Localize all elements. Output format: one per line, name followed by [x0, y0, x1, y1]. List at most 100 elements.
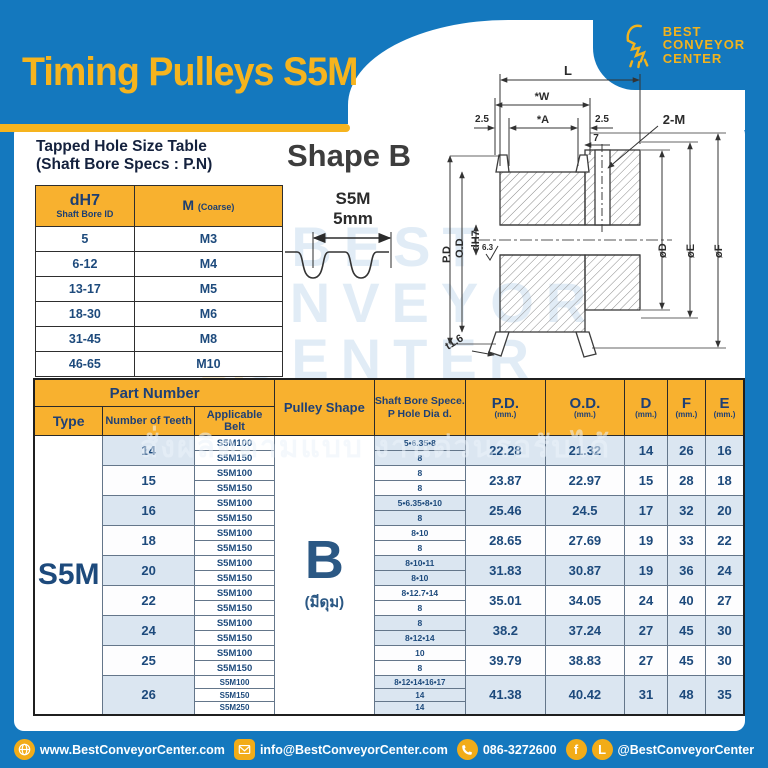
- teeth-header: Number of Teeth: [102, 406, 195, 436]
- bore-cell: 8: [373, 450, 467, 466]
- od-cell: 38.83: [544, 645, 626, 676]
- belt-cell: S5M100: [193, 435, 276, 451]
- pulley-shape-header: Pulley Shape: [274, 378, 375, 436]
- pulley-shape-cell: B (มีดุม): [274, 435, 375, 715]
- od-cell: 30.87: [544, 555, 626, 586]
- bore-cell: 8•12•14•16•17: [373, 675, 467, 689]
- od-cell: 22.97: [544, 465, 626, 496]
- belt-cell: S5M150: [193, 570, 276, 586]
- od-cell: 40.42: [544, 675, 626, 715]
- e-cell: 24: [705, 555, 745, 586]
- belt-cell: S5M100: [193, 585, 276, 601]
- belt-cell: S5M250: [193, 701, 276, 715]
- teeth-cell: 14: [102, 435, 195, 466]
- svg-text:dH7: dH7: [470, 230, 482, 251]
- e-cell: 20: [705, 495, 745, 526]
- d-header: D (mm.): [624, 378, 668, 436]
- od-cell: 27.69: [544, 525, 626, 556]
- pulley-technical-drawing: L *W *A 2.5 2.5 7 2-M P.D O.D dH7 6.3 øD…: [441, 63, 726, 358]
- facebook-icon[interactable]: f: [565, 739, 587, 760]
- belt-cell: S5M150: [193, 540, 276, 556]
- bore-cell: 8: [373, 510, 467, 526]
- teeth-cell: 22: [102, 585, 195, 616]
- svg-text:6.3: 6.3: [482, 243, 494, 252]
- belt-cell: S5M150: [193, 510, 276, 526]
- type-header: Type: [33, 406, 104, 436]
- main-table-body: S5M 14 S5M100 B (มีดุม) 5•6.35•8 22.28 21.32 14 2…: [33, 435, 745, 715]
- svg-text:7: 7: [593, 133, 599, 144]
- tapped-row: 13-17 M5: [35, 276, 284, 302]
- website-link[interactable]: www.BestConveyorCenter.com: [13, 739, 225, 760]
- d-cell: 17: [624, 495, 668, 526]
- f-cell: 26: [666, 435, 707, 466]
- tapped-hole-table: dH7 Shaft Bore ID M (Coarse) 5 M3 6-12 M4 13…: [35, 185, 284, 377]
- bore-cell: 8: [373, 660, 467, 676]
- bore-cell: 5•6.35•8: [373, 435, 467, 451]
- bore-cell: 8•10: [373, 525, 467, 541]
- f-cell: 48: [666, 675, 707, 715]
- teeth-cell: 25: [102, 645, 195, 676]
- bore-cell: 8•10: [373, 570, 467, 586]
- e-cell: 27: [705, 585, 745, 616]
- svg-text:øF: øF: [713, 244, 725, 258]
- d-cell: 27: [624, 615, 668, 646]
- tapped-col2-header: M (Coarse): [133, 185, 284, 227]
- e-cell: 30: [705, 615, 745, 646]
- d-cell: 19: [624, 555, 668, 586]
- brand-logo-text: BEST CONVEYOR CENTER: [662, 24, 746, 66]
- belt-cell: S5M100: [193, 555, 276, 571]
- pd-cell: 25.46: [465, 495, 546, 526]
- svg-text:*W: *W: [535, 91, 550, 103]
- f-header: F (mm.): [666, 378, 707, 436]
- svg-text:øD: øD: [657, 243, 669, 258]
- od-cell: 24.5: [544, 495, 626, 526]
- f-cell: 36: [666, 555, 707, 586]
- bore-cell: 8•12•14: [373, 630, 467, 646]
- e-cell: 35: [705, 675, 745, 715]
- pd-header: P.D. (mm.): [465, 378, 546, 436]
- phone-number[interactable]: 086-3272600: [456, 739, 557, 760]
- svg-text:øE: øE: [685, 244, 697, 258]
- f-cell: 32: [666, 495, 707, 526]
- f-cell: 45: [666, 615, 707, 646]
- svg-text:2.5: 2.5: [475, 114, 489, 125]
- d-cell: 31: [624, 675, 668, 715]
- line-icon[interactable]: L: [591, 739, 613, 760]
- bore-cell: 14: [373, 701, 467, 715]
- bore-cell: 10: [373, 645, 467, 661]
- e-cell: 16: [705, 435, 745, 466]
- gold-underline: [0, 124, 350, 132]
- belt-profile-drawing: S5M 5mm: [285, 189, 392, 279]
- svg-text:5mm: 5mm: [333, 209, 373, 228]
- svg-text:2.5: 2.5: [595, 114, 609, 125]
- svg-text:O.D: O.D: [454, 238, 466, 258]
- page-title: Timing Pulleys S5M: [22, 50, 358, 94]
- d-cell: 24: [624, 585, 668, 616]
- e-cell: 18: [705, 465, 745, 496]
- d-cell: 27: [624, 645, 668, 676]
- pd-cell: 38.2: [465, 615, 546, 646]
- email-link[interactable]: info@BestConveyorCenter.com: [233, 739, 448, 760]
- social-links[interactable]: f L @BestConveyorCenter: [565, 739, 754, 760]
- pd-cell: 22.28: [465, 435, 546, 466]
- teeth-cell: 16: [102, 495, 195, 526]
- tapped-row: 5 M3: [35, 226, 284, 252]
- teeth-cell: 20: [102, 555, 195, 586]
- tapped-row: 46-65 M10: [35, 351, 284, 377]
- e-header: E (mm.): [705, 378, 745, 436]
- svg-text:2-M: 2-M: [663, 112, 685, 127]
- belt-cell: S5M150: [193, 688, 276, 702]
- tapped-row: 6-12 M4: [35, 251, 284, 277]
- brand-logo: BEST CONVEYOR CENTER: [593, 0, 768, 90]
- tapped-row: 18-30 M6: [35, 301, 284, 327]
- belt-cell: S5M100: [193, 495, 276, 511]
- belt-cell: S5M150: [193, 450, 276, 466]
- svg-text:S5M: S5M: [336, 189, 371, 208]
- footer-bar: www.BestConveyorCenter.com info@BestConv…: [0, 731, 768, 768]
- shape-letter: B: [304, 529, 344, 590]
- svg-text:L: L: [564, 63, 572, 78]
- bore-cell: 8•12.7•14: [373, 585, 467, 601]
- d-cell: 19: [624, 525, 668, 556]
- globe-icon: [13, 739, 35, 760]
